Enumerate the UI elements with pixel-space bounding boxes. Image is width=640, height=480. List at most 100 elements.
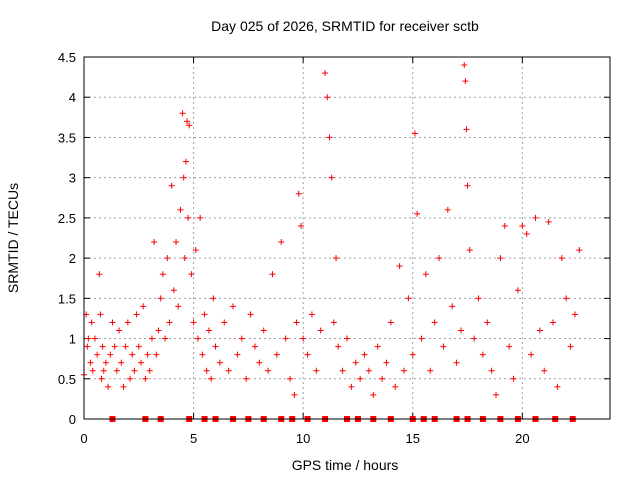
data-point [374,343,381,350]
data-point [188,271,195,278]
data-point [203,367,210,374]
data-point [488,367,495,374]
data-point [113,367,120,374]
data-point [155,327,162,334]
data-point [118,359,125,366]
data-point [383,359,390,366]
data-point [182,158,189,165]
data-point [497,255,504,262]
data-point [523,230,530,237]
data-point [396,263,403,270]
data-point [168,182,175,189]
data-point [194,335,201,342]
data-point [576,247,583,254]
data-point [129,351,136,358]
data-point [148,335,155,342]
data-point [210,295,217,302]
data-point [205,327,212,334]
data-point [247,311,254,318]
data-point [99,343,106,350]
data-point [328,174,335,181]
data-point [554,383,561,390]
data-point [392,383,399,390]
data-point [179,110,186,117]
data-point [184,118,191,125]
data-point [89,367,96,374]
data-point [109,319,116,326]
data-point [427,367,434,374]
data-point [230,303,237,310]
data-point [208,375,215,382]
data-point [431,319,438,326]
chart-title: Day 025 of 2026, SRMTID for receiver sct… [211,18,479,34]
data-point [506,343,513,350]
data-point [453,359,460,366]
data-point [157,295,164,302]
data-point [536,327,543,334]
data-point [370,391,377,398]
data-point [344,335,350,342]
data-point [444,206,451,213]
data-point [291,391,298,398]
y-tick-label: 4.5 [58,50,76,65]
data-point [96,271,103,278]
data-point [260,327,267,334]
data-point [510,375,517,382]
data-point [225,367,232,374]
data-point [563,295,570,302]
data-point [180,174,187,181]
data-point [387,319,394,326]
y-tick-label: 3 [69,171,76,186]
data-point [475,295,482,302]
data-point [352,359,359,366]
data-point [102,359,109,366]
x-tick-label: 15 [406,431,420,446]
data-point [484,319,491,326]
data-point [308,311,315,318]
data-point [322,70,329,77]
data-point [197,214,204,221]
data-point [414,210,421,217]
data-point [251,343,258,350]
data-point [135,343,142,350]
data-point [216,359,223,366]
x-tick-label: 5 [190,431,197,446]
data-point [221,319,228,326]
data-point [519,222,526,229]
y-tick-label: 0 [69,412,76,427]
data-point [181,255,188,262]
data-point [335,343,342,350]
data-point [418,335,425,342]
data-point [256,359,263,366]
data-point [501,222,508,229]
data-point [238,335,245,342]
data-point [133,311,140,318]
data-point [170,287,177,294]
data-point [361,351,368,358]
data-point [411,130,418,137]
plot-frame [83,56,611,420]
data-point [479,351,486,358]
data-point [151,239,158,246]
data-point [532,214,539,221]
data-point [137,359,144,366]
data-point [293,319,300,326]
data-point [528,351,535,358]
data-point [97,311,104,318]
data-point [449,303,456,310]
data-point [462,78,469,85]
data-point [300,335,307,342]
data-point [269,271,276,278]
data-point [282,335,289,342]
y-tick-label: 1.5 [58,291,76,306]
data-point [234,351,241,358]
data-point [162,335,169,342]
data-point [192,247,199,254]
data-point [324,94,331,101]
data-point [541,367,548,374]
data-point [153,351,160,358]
data-point [287,375,294,382]
data-point [185,214,192,221]
data-point [326,134,333,141]
